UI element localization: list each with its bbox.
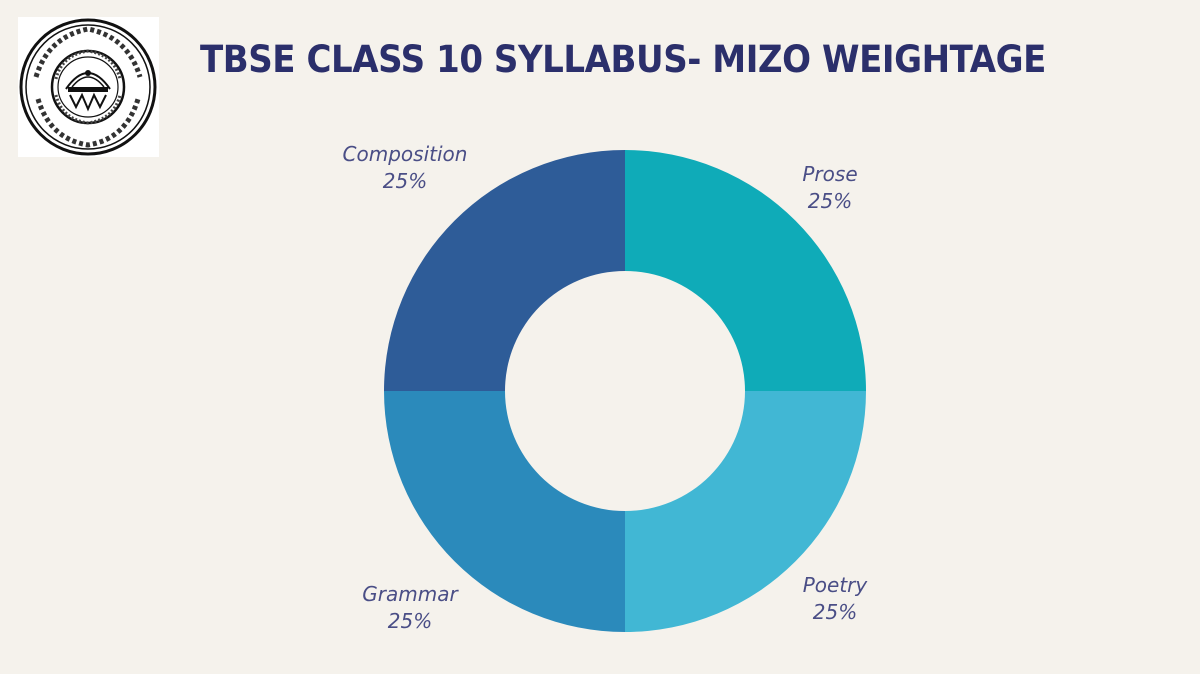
slice-grammar: [384, 391, 625, 632]
label-grammar-name: Grammar: [362, 582, 458, 606]
label-prose-value: 25%: [807, 189, 853, 213]
label-poetry-name: Poetry: [802, 573, 868, 597]
label-composition: Composition 25%: [320, 141, 490, 195]
seal-icon: [19, 18, 157, 156]
label-grammar: Grammar 25%: [340, 581, 480, 635]
label-composition-name: Composition: [342, 142, 468, 166]
label-grammar-value: 25%: [387, 609, 433, 633]
label-poetry-value: 25%: [812, 600, 858, 624]
label-prose-name: Prose: [802, 162, 858, 186]
slice-poetry: [625, 391, 866, 632]
board-logo: [18, 17, 159, 157]
label-poetry: Poetry 25%: [780, 572, 890, 626]
slice-prose: [625, 150, 866, 391]
slice-composition: [384, 150, 625, 391]
label-prose: Prose 25%: [780, 161, 880, 215]
page-title: TBSE CLASS 10 SYLLABUS- MIZO WEIGHTAGE: [200, 38, 1046, 81]
label-composition-value: 25%: [382, 169, 428, 193]
